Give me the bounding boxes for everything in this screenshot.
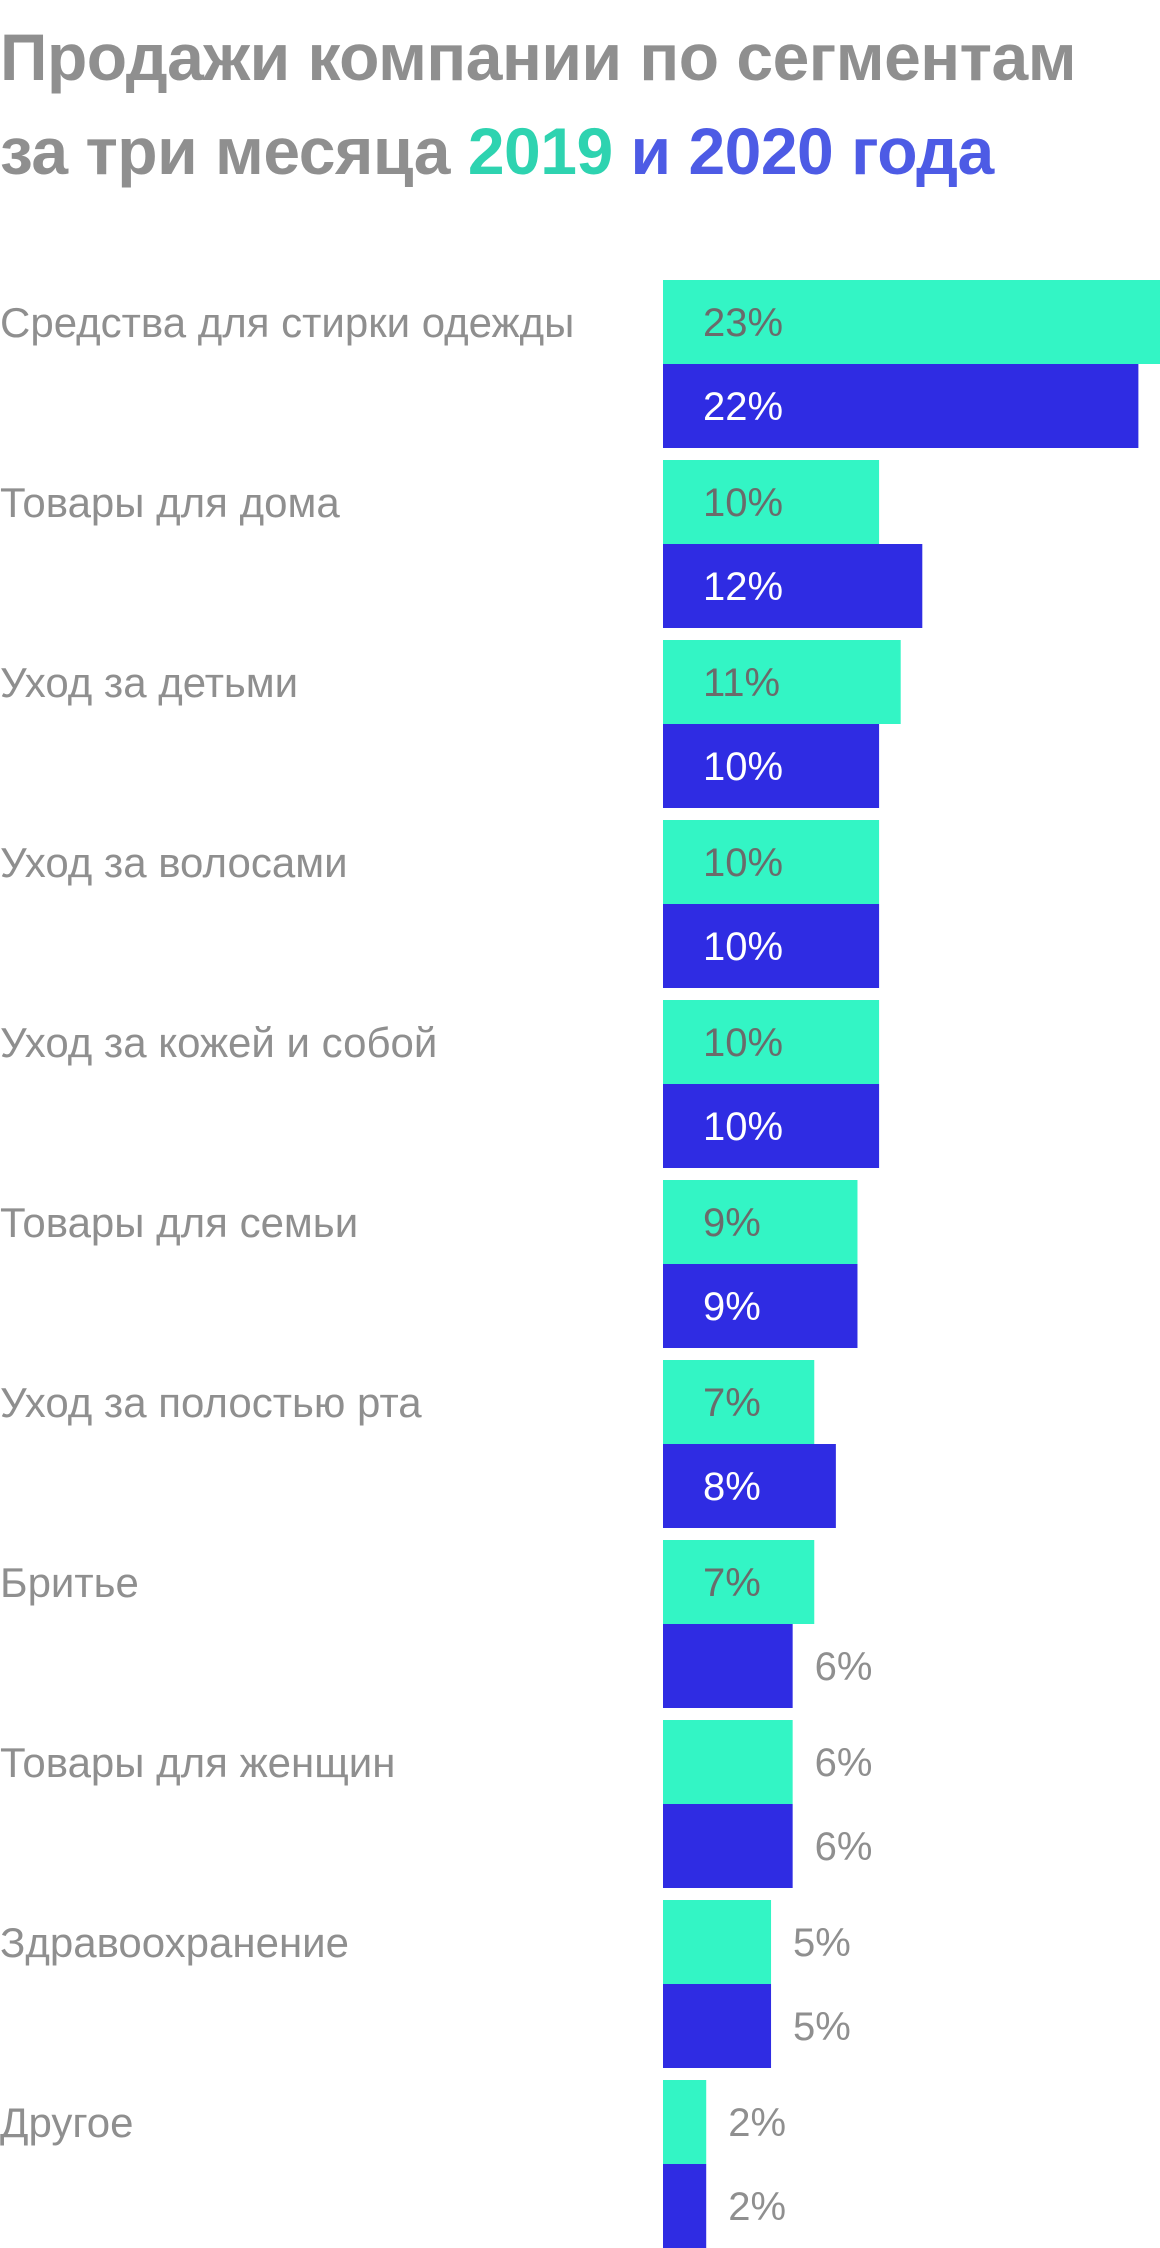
bar-2019 [663, 1540, 815, 1624]
data-label-2019: 9% [703, 1201, 761, 1245]
data-label-2019: 23% [703, 301, 783, 345]
bar-2019 [663, 820, 880, 904]
category-label: Здравоохранение [0, 1919, 349, 1966]
category-label: Уход за волосами [0, 839, 348, 886]
data-label-2020: 10% [703, 745, 783, 789]
title-main: Продажи компании по сегментам за три мес… [0, 20, 1077, 188]
data-label-2020: 10% [703, 1105, 783, 1149]
category-label: Другое [0, 2099, 133, 2146]
bar-2020 [663, 1624, 793, 1708]
bar-2019 [663, 1360, 815, 1444]
bar-2019 [663, 2080, 707, 2164]
bar-2020 [663, 1984, 772, 2068]
bar-2019 [663, 1180, 858, 1264]
bar-2019 [663, 640, 901, 724]
data-label-2019: 11% [703, 661, 780, 705]
category-label: Уход за кожей и собой [0, 1019, 437, 1066]
data-label-2019: 7% [703, 1381, 761, 1425]
data-label-2020: 10% [703, 925, 783, 969]
data-label-2020: 12% [703, 565, 783, 609]
bar-2019 [663, 1720, 793, 1804]
data-label-2020: 6% [815, 1825, 873, 1869]
bar-2020 [663, 364, 1139, 448]
bar-2020 [663, 724, 880, 808]
bar-2020 [663, 544, 923, 628]
data-label-2019: 6% [815, 1741, 873, 1785]
data-label-2020: 22% [703, 385, 783, 429]
bar-2019 [663, 280, 1160, 364]
category-label: Уход за детьми [0, 659, 298, 706]
bar-2020 [663, 1444, 836, 1528]
data-label-2020: 5% [793, 2005, 851, 2049]
data-label-2020: 9% [703, 1285, 761, 1329]
data-label-2019: 2% [728, 2101, 786, 2145]
bar-2020 [663, 1804, 793, 1888]
category-label: Товары для женщин [0, 1739, 395, 1786]
bar-2020 [663, 904, 880, 988]
data-label-2020: 6% [815, 1645, 873, 1689]
category-label: Уход за полостью рта [0, 1379, 422, 1426]
bar-2019 [663, 1000, 880, 1084]
data-label-2020: 2% [728, 2185, 786, 2229]
data-label-2019: 10% [703, 481, 783, 525]
title-year-2020: 2020 года [688, 114, 994, 188]
bar-2020 [663, 1084, 880, 1168]
data-label-2020: 8% [703, 1465, 761, 1509]
bar-2019 [663, 460, 880, 544]
data-label-2019: 5% [793, 1921, 851, 1965]
title-conjunction: и [630, 114, 672, 188]
category-label: Товары для дома [0, 479, 340, 526]
data-label-2019: 10% [703, 1021, 783, 1065]
data-label-2019: 10% [703, 841, 783, 885]
data-label-2019: 7% [703, 1561, 761, 1605]
title-year-2019: 2019 [467, 114, 613, 188]
chart-title: Продажи компании по сегментам за три мес… [0, 10, 1160, 198]
category-label: Бритье [0, 1559, 139, 1606]
bar-2020 [663, 2164, 707, 2248]
category-label: Товары для семьи [0, 1199, 358, 1246]
bar-2019 [663, 1900, 772, 1984]
category-label: Средства для стирки одежды [0, 299, 574, 346]
bar-2020 [663, 1264, 858, 1348]
